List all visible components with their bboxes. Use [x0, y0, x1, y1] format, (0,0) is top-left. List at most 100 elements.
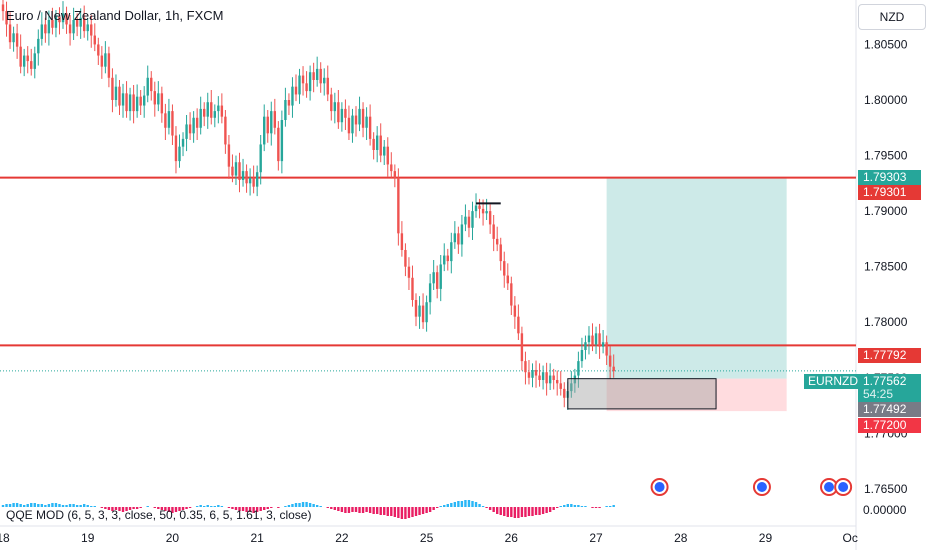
candle-body — [114, 86, 118, 100]
candle-body — [439, 264, 442, 289]
qqe-histogram-bar — [330, 507, 333, 509]
target-zone[interactable] — [606, 177, 787, 379]
qqe-histogram-bar — [305, 502, 308, 507]
qqe-histogram-bar — [556, 507, 559, 508]
qqe-histogram-bar — [397, 507, 400, 518]
candle-body — [15, 33, 19, 47]
qqe-histogram-bar — [315, 505, 319, 507]
candle-body — [361, 108, 365, 128]
qqe-histogram-bar — [344, 507, 347, 513]
qqe-histogram-bar — [174, 507, 178, 512]
qqe-histogram-bar — [443, 505, 446, 507]
qqe-histogram-bar — [503, 507, 506, 516]
candle-body — [464, 216, 467, 225]
qqe-histogram-bar — [506, 507, 509, 517]
qqe-histogram-bar — [160, 507, 164, 510]
qqe-histogram-bar — [414, 507, 418, 516]
qqe-histogram-bar — [390, 507, 393, 516]
qqe-histogram-bar — [157, 507, 160, 509]
candle-body — [315, 68, 319, 80]
indicator-zero-label: 0.00000 — [863, 503, 907, 517]
qqe-histogram-bar — [432, 507, 435, 510]
qqe-histogram-bar — [485, 507, 488, 508]
candle-body — [326, 77, 329, 95]
candle-body — [206, 102, 209, 117]
candle-body — [118, 86, 121, 106]
qqe-histogram-bar — [47, 504, 51, 507]
target-price-label: 1.79303 — [858, 170, 921, 185]
candle-body — [8, 24, 12, 43]
qqe-histogram-bar — [217, 505, 220, 507]
candle-body — [344, 108, 347, 118]
candle-body — [153, 91, 156, 105]
candle-body — [573, 375, 577, 384]
qqe-histogram-bar — [513, 507, 517, 518]
entry-range-box[interactable] — [567, 378, 717, 410]
candle-body — [467, 216, 471, 228]
candle-body — [93, 35, 96, 45]
qqe-histogram-bar — [563, 505, 566, 507]
candle-body — [30, 61, 33, 69]
candle-body — [181, 138, 185, 147]
candle-body — [277, 127, 280, 162]
qqe-histogram-bar — [114, 507, 118, 510]
candle-body — [22, 55, 26, 67]
qqe-histogram-bar — [86, 505, 89, 507]
symbol-tag[interactable]: EURNZD — [804, 374, 862, 389]
x-tick-label: 22 — [335, 531, 349, 545]
candle-body — [333, 102, 337, 112]
qqe-histogram-bar — [90, 506, 93, 507]
candle-body — [90, 24, 93, 36]
qqe-histogram-bar — [51, 503, 54, 507]
qqe-histogram-bar — [65, 505, 68, 507]
qqe-histogram-bar — [245, 507, 248, 512]
qqe-histogram-bar — [291, 504, 294, 507]
qqe-histogram-bar — [40, 504, 44, 507]
candle-body — [213, 111, 216, 118]
candle-body — [386, 146, 389, 165]
candle-body — [294, 86, 298, 95]
qqe-histogram-bar — [231, 507, 234, 509]
qqe-histogram-bar — [8, 504, 12, 507]
qqe-histogram-bar — [383, 507, 386, 515]
candle-body — [121, 93, 125, 106]
x-tick-label: Oc — [843, 531, 858, 545]
candle-body — [428, 283, 432, 303]
qqe-histogram-bar — [365, 507, 368, 512]
candle-body — [485, 211, 488, 214]
candle-body — [605, 342, 608, 356]
qqe-histogram-bar — [538, 507, 541, 515]
stop-zone[interactable] — [606, 378, 787, 412]
qqe-histogram-bar — [407, 507, 411, 518]
x-tick-label: 26 — [505, 531, 519, 545]
qqe-histogram-bar — [308, 503, 312, 507]
candle-body — [513, 305, 517, 317]
candle-body — [375, 135, 379, 150]
candle-body — [323, 77, 326, 84]
qqe-histogram-bar — [139, 507, 142, 508]
qqe-histogram-bar — [270, 507, 273, 508]
candle-body — [195, 117, 199, 128]
qqe-histogram-bar — [132, 507, 135, 509]
currency-button[interactable]: NZD — [858, 4, 926, 30]
qqe-histogram-bar — [496, 507, 499, 514]
qqe-histogram-bar — [552, 507, 555, 510]
qqe-histogram-bar — [238, 507, 241, 511]
candle-body — [266, 116, 269, 134]
qqe-histogram-bar — [135, 507, 139, 509]
candle-body — [305, 83, 308, 92]
candle-body — [503, 261, 506, 276]
candle-body — [421, 305, 425, 323]
qqe-histogram-bar — [5, 504, 8, 507]
qqe-histogram-bar — [255, 507, 259, 512]
candle-body — [135, 96, 139, 112]
candle-body — [358, 108, 361, 125]
candle-body — [132, 94, 135, 112]
candle-body — [425, 302, 428, 323]
qqe-histogram-bar — [266, 507, 269, 509]
qqe-histogram-bar — [153, 507, 156, 508]
support-price-label: 1.77792 — [858, 348, 921, 363]
qqe-histogram-bar — [457, 501, 460, 507]
qqe-histogram-bar — [372, 507, 375, 514]
